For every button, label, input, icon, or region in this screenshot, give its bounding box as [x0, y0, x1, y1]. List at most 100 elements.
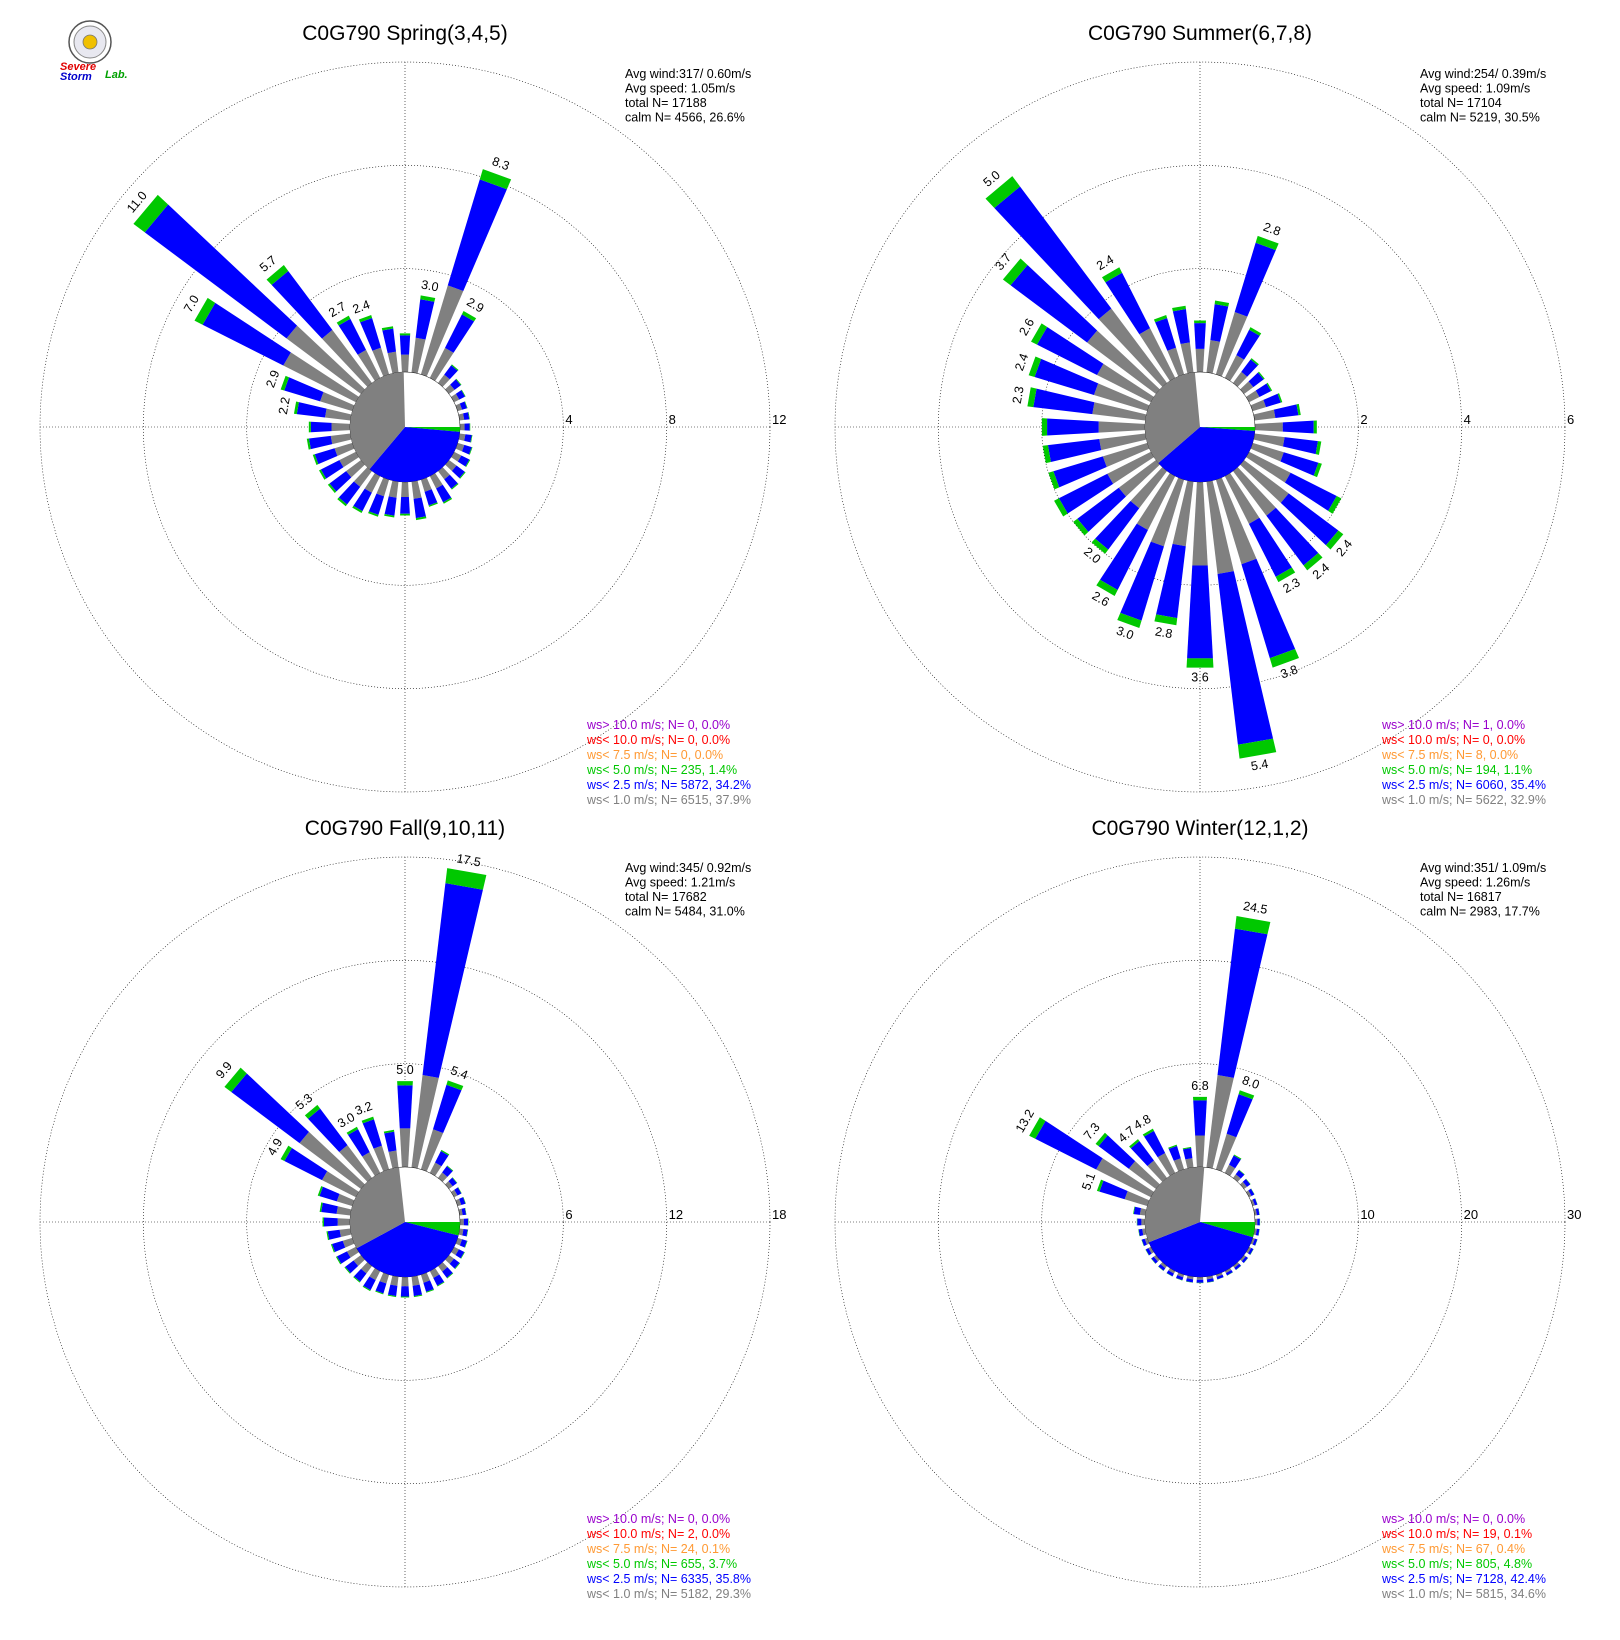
bar-segment-100	[1282, 437, 1318, 455]
bar-segment-330	[338, 318, 367, 355]
bar-segment-290	[319, 1186, 340, 1202]
bar-segment-10	[1234, 916, 1271, 935]
legend-entry-blue: ws< 2.5 m/s; N= 6335, 35.8%	[586, 1572, 751, 1586]
bar-segment-250	[1144, 1237, 1150, 1245]
bar-segment-90	[1257, 1218, 1260, 1226]
bar-segment-110	[1250, 1237, 1255, 1245]
bar-segment-320	[339, 1145, 373, 1182]
bar-segment-310	[1087, 330, 1160, 395]
bar-segment-230	[353, 1254, 365, 1267]
bar-segment-220	[1158, 1264, 1166, 1271]
bar-segment-330	[357, 349, 381, 381]
bar-segment-10	[411, 337, 426, 374]
bar-segment-30	[1236, 329, 1260, 360]
bar-segment-310	[286, 325, 365, 395]
bar-segment-260	[1138, 1228, 1144, 1237]
bar-segment-0	[399, 333, 411, 336]
bar-segment-220	[353, 467, 373, 487]
bar-segment-330	[1157, 1152, 1176, 1176]
bar-segment-120	[1250, 1249, 1254, 1255]
panel-title: C0G790 Spring(3,4,5)	[302, 22, 507, 45]
legend-entry-purple: ws> 10.0 m/s; N= 1, 0.0%	[1381, 718, 1525, 732]
bar-segment-60	[1248, 1188, 1255, 1196]
bar-label-20: 2.8	[1261, 220, 1282, 239]
bar-segment-300	[1035, 1120, 1103, 1170]
bar-segment-280	[1027, 387, 1037, 408]
legend-entry-blue: ws< 2.5 m/s; N= 7128, 42.4%	[1381, 1572, 1546, 1586]
bar-segment-300	[1096, 1158, 1154, 1198]
bar-segment-250	[334, 442, 355, 456]
bar-segment-40	[1241, 359, 1258, 377]
bar-segment-50	[1248, 372, 1264, 388]
bar-segment-120	[1328, 496, 1342, 514]
bar-segment-230	[346, 459, 365, 478]
wind-rose-panels: 3.08.32.92.22.97.011.05.72.7 2.44 8 12C0G79…	[39, 22, 1581, 1601]
bar-segment-180	[401, 481, 409, 498]
bar-segment-110	[464, 1240, 468, 1248]
bar-label-300: 7.0	[181, 293, 202, 315]
bar-segment-80	[1253, 409, 1276, 421]
bar-segment-70	[463, 1196, 466, 1204]
info-line: calm N= 5219, 30.5%	[1420, 111, 1540, 125]
bar-segment-350	[1182, 1147, 1193, 1160]
bar-label-330: 2.4	[1094, 252, 1116, 273]
ring-label: 10	[1360, 1207, 1374, 1222]
bar-segment-260	[1047, 439, 1102, 462]
bar-segment-250	[1141, 1238, 1147, 1246]
bar-segment-60	[1255, 383, 1271, 397]
bar-segment-160	[420, 477, 432, 492]
bar-segment-220	[1158, 1266, 1164, 1272]
ring-label: 2	[1360, 412, 1367, 427]
bar-segment-80	[1255, 1208, 1260, 1216]
bar-segment-290	[1124, 1190, 1150, 1207]
bar-segment-300	[280, 1145, 292, 1162]
bar-segment-10	[415, 299, 435, 340]
bar-segment-160	[424, 489, 438, 506]
bar-segment-120	[465, 459, 471, 468]
bar-segment-50	[1245, 1178, 1251, 1185]
bar-segment-180	[400, 497, 410, 514]
bar-segment-250	[314, 448, 338, 465]
bar-segment-150	[429, 473, 443, 489]
bar-segment-110	[1280, 452, 1319, 476]
bar-segment-20	[420, 285, 464, 377]
bar-segment-0	[399, 335, 411, 355]
bar-segment-20	[1255, 235, 1279, 251]
bar-segment-20	[432, 1084, 462, 1133]
bar-label-340: 2.4	[351, 297, 372, 316]
bar-segment-310	[1095, 1132, 1108, 1147]
bar-segment-350	[1172, 309, 1190, 345]
bar-segment-60	[1266, 382, 1273, 392]
bar-segment-190	[1156, 543, 1186, 619]
bar-segment-150	[437, 1281, 445, 1287]
bar-segment-260	[339, 1228, 352, 1238]
info-line: Avg wind:317/ 0.60m/s	[625, 67, 751, 81]
bar-segment-40	[1232, 1174, 1241, 1182]
legend-entry-red: ws< 10.0 m/s; N= 2, 0.0%	[586, 1527, 730, 1541]
bar-segment-290	[1034, 358, 1099, 395]
bar-segment-60	[1246, 390, 1260, 403]
bar-segment-80	[1296, 403, 1301, 416]
bar-segment-200	[1176, 1275, 1184, 1281]
bar-segment-20	[1226, 1094, 1253, 1138]
bar-segment-70	[1250, 399, 1267, 412]
bar-segment-50	[1242, 1178, 1251, 1187]
bar-segment-30	[1224, 1164, 1236, 1176]
bar-segment-120	[457, 455, 470, 467]
bar-segment-30	[429, 347, 454, 381]
logo-text-lab: Lab.	[105, 69, 128, 81]
ring-label: 18	[772, 1207, 786, 1222]
bar-segment-220	[1160, 1262, 1168, 1269]
bar-segment-310	[231, 1073, 309, 1144]
bar-segment-270	[1141, 1218, 1146, 1226]
bar-segment-70	[464, 401, 468, 409]
ring-label: 6	[1567, 412, 1574, 427]
bar-segment-230	[1118, 459, 1160, 497]
bar-segment-40	[444, 365, 458, 380]
bar-segment-150	[1248, 517, 1292, 577]
info-line: total N= 17104	[1420, 96, 1502, 110]
bar-segment-20	[1238, 1090, 1255, 1100]
bar-segment-240	[1148, 1246, 1154, 1254]
bar-segment-110	[1313, 462, 1322, 478]
panel-title: C0G790 Fall(9,10,11)	[305, 817, 505, 840]
